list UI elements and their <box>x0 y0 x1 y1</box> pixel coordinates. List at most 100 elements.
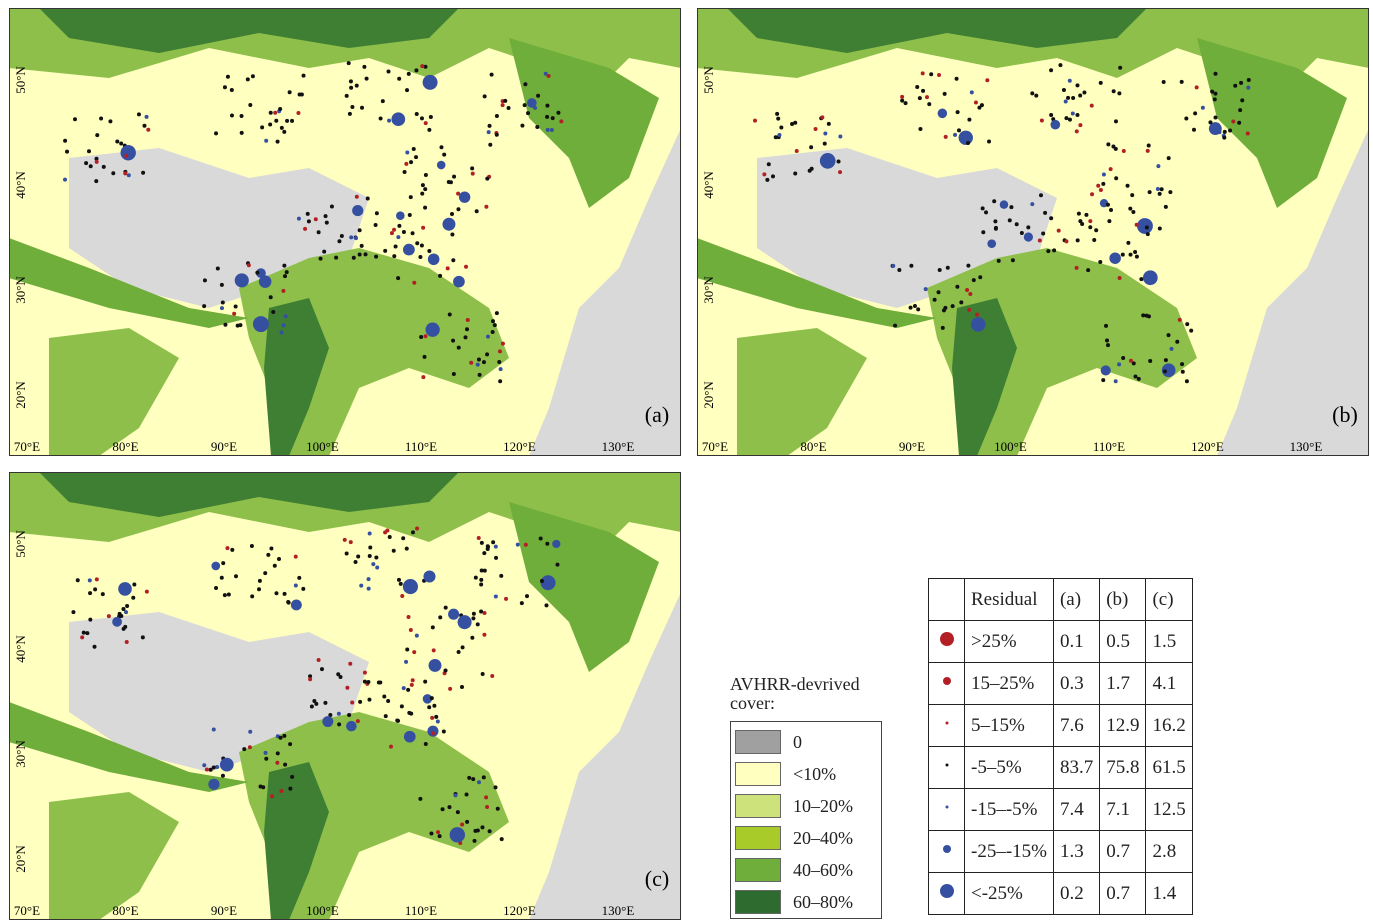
table-cell: 0.7 <box>1100 873 1146 915</box>
site-dot <box>368 545 372 549</box>
site-dot <box>545 542 549 546</box>
site-dot <box>394 244 398 248</box>
legend-item: 10–20% <box>735 790 881 822</box>
table-cell: 83.7 <box>1053 747 1099 789</box>
legend: AVHRR-devrived cover: 0<10%10–20%20–40%4… <box>730 675 905 919</box>
site-dot <box>80 635 84 639</box>
symbol-cell <box>929 705 965 747</box>
site-dot <box>358 228 362 232</box>
legend-swatch <box>735 794 781 818</box>
site-dot <box>978 275 982 279</box>
legend-item: 40–60% <box>735 854 881 886</box>
site-dot <box>967 308 971 312</box>
site-dot <box>405 88 409 92</box>
site-dot <box>479 582 483 586</box>
site-dot <box>1156 164 1160 168</box>
site-dot <box>987 239 996 248</box>
site-dot <box>95 160 99 164</box>
site-dot <box>403 244 415 256</box>
site-dot <box>429 115 433 119</box>
site-dot <box>368 531 372 535</box>
site-dot <box>412 281 416 285</box>
site-dot <box>915 85 919 89</box>
site-dot <box>838 134 842 138</box>
site-dot <box>499 367 503 371</box>
x-tick-label: 70°E <box>14 439 40 454</box>
site-dot <box>288 742 292 746</box>
site-dot <box>1088 225 1092 229</box>
site-dot <box>355 195 359 199</box>
table-row: <-25%0.20.71.4 <box>929 873 1193 915</box>
symbol-dot <box>943 845 951 853</box>
site-dot <box>555 563 559 567</box>
site-dot <box>111 171 115 175</box>
site-dot <box>980 103 984 107</box>
site-dot <box>1238 108 1242 112</box>
panel-label: (c) <box>645 866 669 891</box>
site-dot <box>1130 193 1134 197</box>
site-dot <box>1015 222 1019 226</box>
symbol-cell <box>929 621 965 663</box>
site-dot <box>1075 83 1079 87</box>
site-dot <box>1233 84 1237 88</box>
table-header: Residual(a)(b)(c) <box>929 579 1193 621</box>
site-dot <box>121 145 136 160</box>
panel-label: (a) <box>645 402 669 427</box>
site-dot <box>1246 132 1250 136</box>
site-dot <box>325 221 329 225</box>
symbol-dot <box>945 763 948 766</box>
site-dot <box>118 582 132 596</box>
site-dot <box>314 217 318 221</box>
site-dot <box>454 793 458 797</box>
site-dot <box>230 548 234 552</box>
site-dot <box>1158 227 1162 231</box>
site-dot <box>1143 270 1158 285</box>
site-dot <box>1213 92 1217 96</box>
site-dot <box>460 822 464 826</box>
site-dot <box>827 122 831 126</box>
table-cell: 1.5 <box>1146 621 1192 663</box>
site-dot <box>495 114 499 118</box>
site-dot <box>317 230 321 234</box>
site-dot <box>1075 266 1079 270</box>
site-dot <box>401 536 405 540</box>
site-dot <box>1118 66 1122 70</box>
site-dot <box>283 592 287 596</box>
site-dot <box>466 318 470 322</box>
site-dot <box>269 111 273 115</box>
site-dot <box>1084 213 1088 217</box>
site-dot <box>248 730 252 734</box>
site-dot <box>432 704 436 708</box>
site-dot <box>430 696 434 700</box>
table-header-cell: (b) <box>1100 579 1146 621</box>
site-dot <box>471 172 475 176</box>
site-dot <box>269 547 273 551</box>
site-dot <box>366 680 370 684</box>
site-dot <box>392 228 396 232</box>
symbol-cell <box>929 747 965 789</box>
site-dot <box>1114 119 1118 123</box>
site-dot <box>941 326 945 330</box>
site-dot <box>205 767 209 771</box>
site-dot <box>420 192 424 196</box>
x-tick-label: 120°E <box>503 903 536 918</box>
site-dot <box>491 540 495 544</box>
site-dot <box>1201 106 1205 110</box>
site-dot <box>415 527 419 531</box>
site-dot <box>981 230 985 234</box>
site-dot <box>765 178 769 182</box>
site-dot <box>516 543 520 547</box>
site-dot <box>434 715 438 719</box>
site-dot <box>387 119 391 123</box>
site-dot <box>264 139 268 143</box>
site-dot <box>550 128 554 132</box>
site-dot <box>348 662 352 666</box>
site-dot <box>246 77 250 81</box>
site-dot <box>1184 116 1188 120</box>
site-dot <box>282 130 286 134</box>
site-dot <box>1129 253 1133 257</box>
site-dot <box>1101 182 1105 186</box>
site-dot <box>374 255 378 259</box>
site-dot <box>402 686 406 690</box>
site-dot <box>497 360 501 364</box>
